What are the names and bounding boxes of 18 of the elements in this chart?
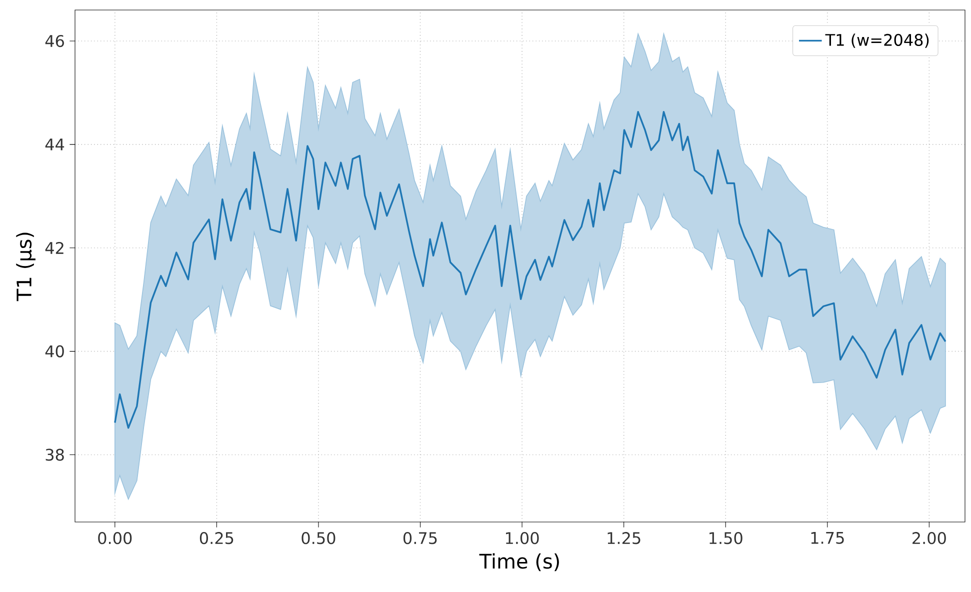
x-tick-label: 0.50 [302,532,336,544]
x-tick-label: 1.75 [811,532,844,544]
x-tick-label: 1.50 [710,532,742,544]
x-tick-label: 0.75 [403,532,437,544]
y-tick-label: 38 [46,448,64,461]
x-tick-label: 0.00 [98,532,132,544]
y-tick-label: 46 [45,34,64,48]
y-axis-title: T1 (μs) [16,232,36,302]
x-tick-label: 1.00 [506,532,539,544]
line-series [114,111,946,429]
legend-label: T1 (w=2048) [825,34,929,48]
x-tick-label: 1.25 [608,532,640,544]
y-tick-label: 42 [45,242,64,254]
x-tick-label: 0.25 [200,532,234,544]
y-tick-label: 44 [45,138,64,150]
x-axis-title: Time (s) [479,553,559,572]
y-tick-label: 40 [45,345,64,358]
x-tick-label: 2.00 [912,532,946,544]
